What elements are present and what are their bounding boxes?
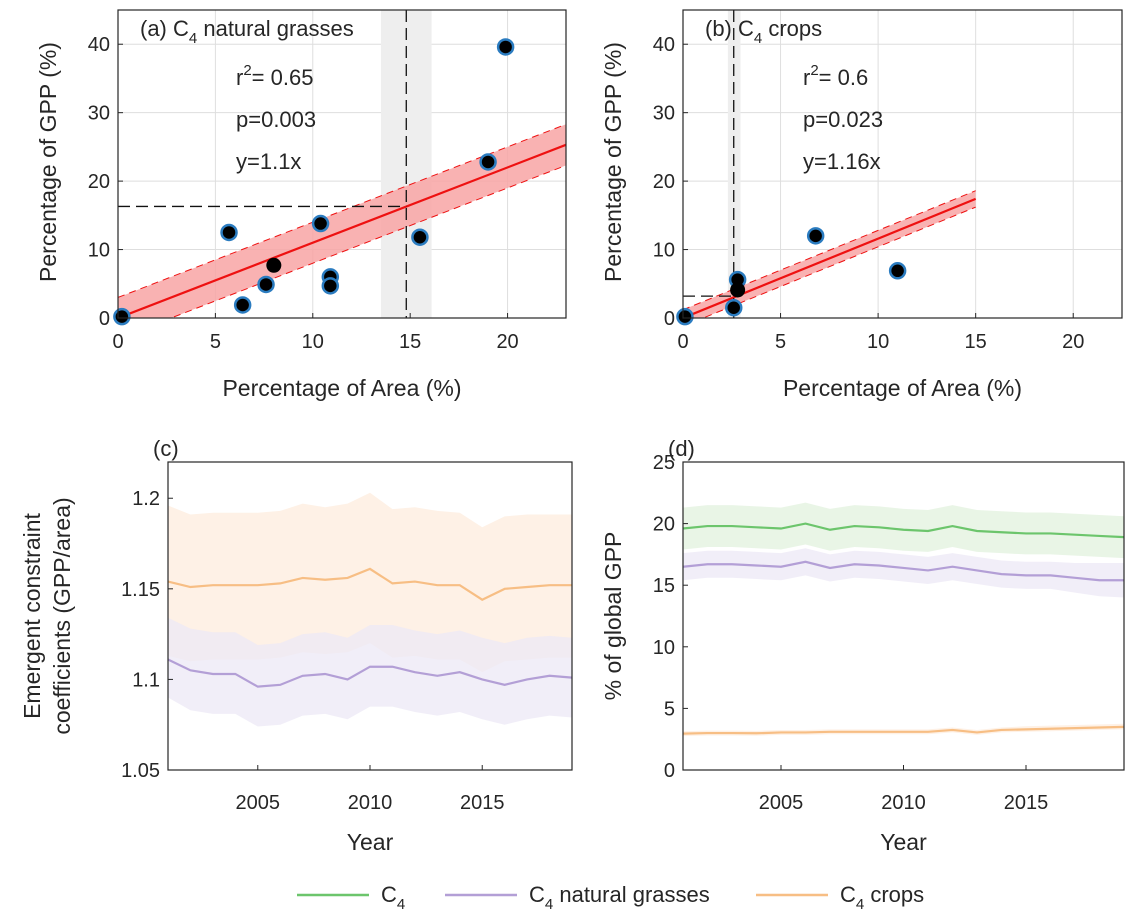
equation-label: y=1.16x <box>803 149 881 174</box>
x-tick-label: 10 <box>867 331 889 353</box>
y-tick-label: 1.05 <box>121 760 160 782</box>
data-point <box>220 223 238 242</box>
series-line-c4_grasses <box>682 560 1124 582</box>
x-tick-label: 2015 <box>1004 792 1049 814</box>
data-point <box>479 153 497 171</box>
x-axis-label: Year <box>347 829 394 855</box>
data-point <box>113 307 131 326</box>
legend-label-c4_grasses: C4 natural grasses <box>529 882 710 913</box>
panel-title: (d) <box>668 436 695 461</box>
data-point <box>233 296 252 314</box>
y-tick-label: 10 <box>88 240 110 262</box>
y-axis-label: Percentage of GPP (%) <box>35 42 61 282</box>
x-tick-label: 15 <box>965 331 987 353</box>
legend-item-c4_crops: C4 crops <box>756 882 924 913</box>
uncertainty-band-c4_grasses <box>683 548 1124 598</box>
fit-band <box>118 124 566 318</box>
plot-frame-b <box>682 9 1123 319</box>
y-tick-label: 40 <box>88 34 110 56</box>
data-point <box>321 277 340 295</box>
y-tick-label: 1.1 <box>132 669 160 691</box>
y-tick-label: 15 <box>653 575 675 597</box>
equation-label: y=1.1x <box>236 149 301 174</box>
series-line-c4_crops <box>167 567 572 601</box>
x-tick-label: 5 <box>775 331 786 353</box>
y-tick-label: 25 <box>653 452 675 474</box>
y-tick-label: 30 <box>88 103 110 125</box>
panel-d: 2005 2010 2015 0 5 10 15 20 25 Year % of global GP… <box>600 436 1125 855</box>
panel-title: (a) C4 natural grasses <box>140 16 354 47</box>
y-tick-label: 0 <box>664 760 675 782</box>
legend: C4 C4 natural grasses C4 crops <box>297 882 924 913</box>
y-axis-label: Percentage of GPP (%) <box>600 42 626 282</box>
x-tick-label: 10 <box>302 331 324 353</box>
x-tick-label: 5 <box>210 331 221 353</box>
y-tick-label: 20 <box>88 171 110 193</box>
y-tick-label: 40 <box>653 34 675 56</box>
fit-band-upper <box>118 123 566 298</box>
p-value-label: p=0.003 <box>236 107 316 132</box>
p-value-label: p=0.023 <box>803 107 883 132</box>
data-point <box>257 275 275 294</box>
series-line-c4 <box>682 522 1125 539</box>
x-tick-label: 2010 <box>348 792 393 814</box>
y-axis-label-line2: coefficients (GPP/area) <box>49 497 75 734</box>
uncertainty-band-c4_crops <box>168 492 572 673</box>
x-tick-label: 2005 <box>236 792 281 814</box>
plot-frame-a <box>117 9 567 319</box>
legend-label-c4: C4 <box>381 882 405 913</box>
r-squared-label: r2= 0.65 <box>236 62 313 90</box>
y-axis-label: % of global GPP <box>600 532 626 701</box>
series-line-c4_crops <box>682 725 1125 735</box>
fit-line <box>683 197 977 318</box>
panel-title: (c) <box>153 436 179 461</box>
x-tick-label: 20 <box>496 331 518 353</box>
y-tick-label: 10 <box>653 637 675 659</box>
y-tick-label: 0 <box>664 308 675 330</box>
panel-b: 0 5 10 15 20 0 10 20 30 40 Percentage of Area (%) P… <box>600 9 1123 401</box>
panel-a: 0 5 10 15 20 0 10 20 30 40 Percentage of Area (%) P… <box>35 9 567 401</box>
x-tick-label: 2005 <box>759 792 804 814</box>
y-axis-label-line1: Emergent constraint <box>19 512 45 718</box>
data-point <box>806 227 825 245</box>
y-tick-label: 10 <box>653 240 675 262</box>
uncertainty-band-c4_grasses <box>168 617 572 727</box>
data-point <box>676 307 694 326</box>
y-tick-label: 0 <box>99 308 110 330</box>
x-tick-label: 2010 <box>881 792 926 814</box>
data-point <box>730 282 746 298</box>
y-tick-label: 30 <box>653 103 675 125</box>
data-point <box>411 228 429 246</box>
panel-title: (b) C4 crops <box>705 16 822 47</box>
x-tick-label: 20 <box>1062 331 1084 353</box>
panel-c: 2005 2010 2015 1.05 1.1 1.15 1.2 Year Emergent c… <box>19 436 573 855</box>
r-squared-label: r2= 0.6 <box>803 62 868 90</box>
legend-item-c4: C4 <box>297 882 405 913</box>
data-point <box>888 262 907 280</box>
data-point <box>311 214 330 233</box>
y-tick-label: 20 <box>653 514 675 536</box>
x-tick-label: 0 <box>112 331 123 353</box>
y-tick-label: 1.2 <box>132 488 160 510</box>
data-point <box>266 257 282 273</box>
x-tick-label: 0 <box>677 331 688 353</box>
x-tick-label: 2015 <box>460 792 505 814</box>
fit-band-lower <box>169 164 566 318</box>
fit-line <box>118 143 566 318</box>
legend-item-c4_grasses: C4 natural grasses <box>445 882 710 913</box>
legend-label-c4_crops: C4 crops <box>840 882 924 913</box>
x-axis-label: Percentage of Area (%) <box>222 375 461 401</box>
x-axis-label: Percentage of Area (%) <box>783 375 1022 401</box>
y-tick-label: 20 <box>653 171 675 193</box>
y-tick-label: 1.15 <box>121 579 160 601</box>
y-tick-label: 5 <box>664 698 675 720</box>
data-point <box>724 298 743 317</box>
x-tick-label: 15 <box>399 331 421 353</box>
x-axis-label: Year <box>880 829 927 855</box>
data-point <box>496 38 515 56</box>
series-line-c4_grasses <box>167 658 573 688</box>
fit-band <box>683 190 976 318</box>
